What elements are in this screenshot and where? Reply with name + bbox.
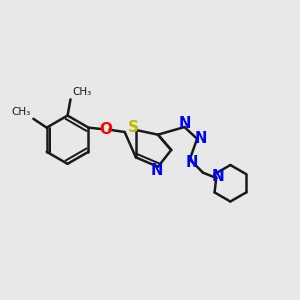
- Text: N: N: [194, 131, 207, 146]
- Text: CH₃: CH₃: [11, 107, 31, 117]
- Text: N: N: [211, 169, 224, 184]
- Text: S: S: [128, 119, 138, 134]
- Text: O: O: [99, 122, 112, 136]
- Text: N: N: [150, 163, 163, 178]
- Text: N: N: [179, 116, 191, 131]
- Text: CH₃: CH₃: [72, 87, 91, 97]
- Text: N: N: [186, 155, 198, 170]
